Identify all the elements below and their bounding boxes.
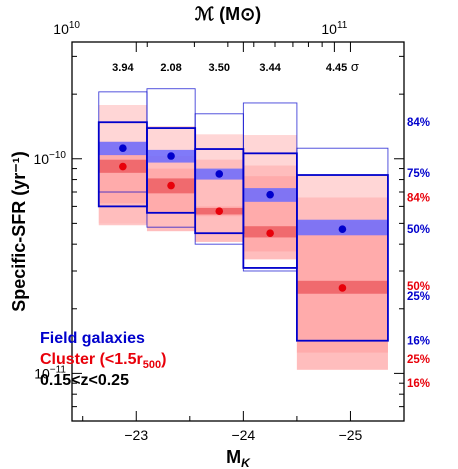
x-tick-label: −23 <box>124 427 148 443</box>
field-16-84-box <box>296 174 389 342</box>
top-tick-label: 1011 <box>321 20 347 37</box>
field-median-point <box>338 225 347 233</box>
percentile-label: 16% <box>407 378 430 390</box>
significance-label: 3.44 <box>259 62 281 74</box>
field-median-point <box>266 190 274 199</box>
legend-cluster: Cluster (<1.5r500) <box>40 351 166 371</box>
top-axis-title: ℳ (M⊙) <box>195 4 261 24</box>
x-axis-title: MK <box>226 447 251 469</box>
field-median-point <box>167 152 175 160</box>
percentile-label: 25% <box>407 354 430 366</box>
significance-label: 2.08 <box>160 62 181 74</box>
percentile-label: 16% <box>407 336 430 348</box>
y-tick-label: 10−10 <box>33 150 66 167</box>
percentile-label: 84% <box>407 117 430 129</box>
cluster-median-point <box>167 181 175 190</box>
percentile-label: 75% <box>407 168 430 180</box>
significance-label: 3.94 <box>112 62 134 74</box>
median-points-layer <box>119 144 347 292</box>
x-tick-label: −24 <box>231 427 255 443</box>
field-median-point <box>119 144 127 153</box>
significance-label: 3.50 <box>209 62 230 74</box>
legend-redshift: 0.15<z<0.25 <box>40 372 129 389</box>
percentile-label: 25% <box>407 291 430 303</box>
percentile-label: 84% <box>407 192 430 204</box>
axes: −23 −24 −25 1010 1011 10−10 10−11 <box>33 20 405 443</box>
y-axis-title: Specific-SFR (yr⁻¹) <box>9 151 29 312</box>
cluster-median-point <box>215 207 224 215</box>
x-tick-label: −25 <box>339 427 363 443</box>
cluster-median-point <box>266 229 274 237</box>
percentile-label: 50% <box>407 224 430 236</box>
top-tick-label: 1010 <box>53 20 80 37</box>
field-median-point <box>215 170 224 178</box>
cluster-median-point <box>119 162 127 171</box>
legend-field: Field galaxies <box>40 330 145 347</box>
percentile-label: 50% <box>407 281 430 293</box>
cluster-25-75-bar <box>243 176 297 252</box>
significance-label: 4.45 σ <box>326 59 359 74</box>
cluster-median-point <box>338 284 347 292</box>
labels-layer: MK Specific-SFR (yr⁻¹) ℳ (M⊙) 3.94 2.08 3.50 3… <box>9 4 430 469</box>
plot-frame <box>71 41 405 422</box>
y-tick-label: 10−11 <box>34 364 66 381</box>
